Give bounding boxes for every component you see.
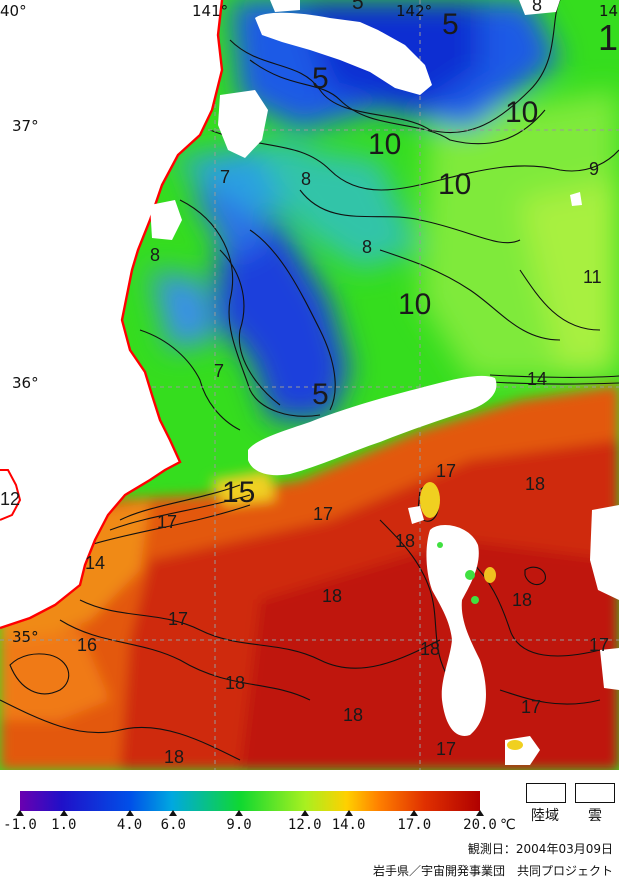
colorbar-tick [235, 810, 244, 816]
isotherm-label: 8 [150, 245, 161, 265]
latitude-label: 36° [12, 374, 39, 392]
isotherm-label: 15 [222, 476, 256, 509]
colorbar-tick [125, 810, 134, 816]
isotherm-label: 14 [85, 553, 106, 573]
sst-map-svg [0, 0, 619, 770]
coastline-fragment [0, 469, 22, 521]
isotherm-label: 7 [214, 361, 225, 381]
cloud-legend-swatch [575, 783, 615, 803]
longitude-label: 14 [599, 2, 619, 20]
colorbar-tick-label: 1.0 [51, 817, 77, 833]
isotherm-label: 18 [420, 639, 441, 659]
longitude-label: 141° [192, 2, 229, 20]
colorbar-tick-label: 20.0 [463, 817, 497, 833]
coastline [0, 0, 224, 630]
colorbar-tick-label: 14.0 [331, 817, 366, 833]
isotherm-label: 18 [225, 673, 246, 693]
longitude-label: 40° [0, 2, 27, 20]
isotherm-label: 5 [312, 378, 329, 411]
isotherm-label: 16 [598, 17, 619, 58]
lat-long-grid [0, 0, 619, 770]
colorbar-tick-label: -1.0 [3, 817, 37, 833]
temperature-unit: ℃ [500, 817, 516, 833]
colorbar-tick-label: 9.0 [226, 817, 252, 833]
isotherm-label: 18 [512, 590, 533, 610]
isotherm-label: 18 [164, 747, 185, 767]
isotherm-label: 18 [525, 474, 546, 494]
isotherm-label: 10 [368, 128, 402, 161]
longitude-label: 142° [396, 2, 433, 20]
isotherm-label: 9 [589, 159, 600, 179]
isotherm-label: 5 [442, 8, 459, 41]
sea-surface-temperature-map: 5 5 8 16 5 10 10 10 9 7 8 8 8 11 10 7 5 … [0, 0, 619, 770]
colorbar-tick-label: 12.0 [287, 817, 322, 833]
temperature-field-warm [0, 385, 619, 770]
isotherm-label: 18 [343, 705, 364, 725]
colorbar-tick [59, 810, 68, 816]
temperature-field-cold [150, 0, 619, 420]
colorbar-tick [16, 810, 24, 816]
land-legend-swatch [526, 783, 566, 803]
isotherm-label: 14 [527, 369, 548, 389]
colorbar-tick-label: 6.0 [160, 817, 186, 833]
isotherm-label: 18 [322, 586, 343, 606]
isotherm-label: 5 [312, 62, 329, 95]
isotherm-label: 12 [0, 489, 21, 509]
isotherm-label: 17 [168, 609, 189, 629]
land-legend-label: 陸域 [531, 808, 559, 824]
isotherm-label: 8 [362, 237, 373, 257]
isotherm-label: 5 [352, 0, 364, 14]
colorbar-tick [300, 810, 309, 816]
isotherm-contours [0, 0, 619, 761]
colorbar-tick [169, 810, 178, 816]
credit-line: 岩手県／宇宙開発事業団 共同プロジェクト [372, 864, 613, 878]
observation-date: 観測日：2004年03月09日 [467, 842, 613, 856]
isotherm-label: 11 [583, 267, 602, 287]
latitude-label: 35° [12, 628, 39, 646]
colorbar-tick-label: 17.0 [397, 817, 432, 833]
isotherm-label: 7 [220, 167, 231, 187]
temperature-colorbar [20, 791, 480, 811]
isotherm-label: 17 [436, 739, 457, 759]
isotherm-label: 10 [438, 168, 472, 201]
isotherm-label: 17 [521, 697, 542, 717]
land-mass [0, 0, 222, 628]
isotherm-label: 17 [436, 461, 457, 481]
isotherm-label: 10 [398, 288, 432, 321]
isotherm-label: 17 [157, 512, 178, 532]
isotherm-label: 18 [395, 531, 416, 551]
isotherm-label: 16 [77, 635, 98, 655]
colorbar-tick [410, 810, 419, 816]
colorbar-tick-label: 4.0 [116, 817, 143, 833]
warm-eddy-highlights [420, 482, 523, 750]
isotherm-label: 10 [505, 96, 539, 129]
isotherm-label: 17 [589, 635, 610, 655]
latitude-label: 37° [12, 117, 39, 135]
colorbar-tick [476, 810, 484, 816]
isotherm-label: 17 [313, 504, 334, 524]
isotherm-label: 8 [532, 0, 543, 15]
cloud-legend-label: 雲 [588, 808, 602, 824]
colorbar-tick [344, 810, 353, 816]
isotherm-label: 8 [301, 169, 312, 189]
